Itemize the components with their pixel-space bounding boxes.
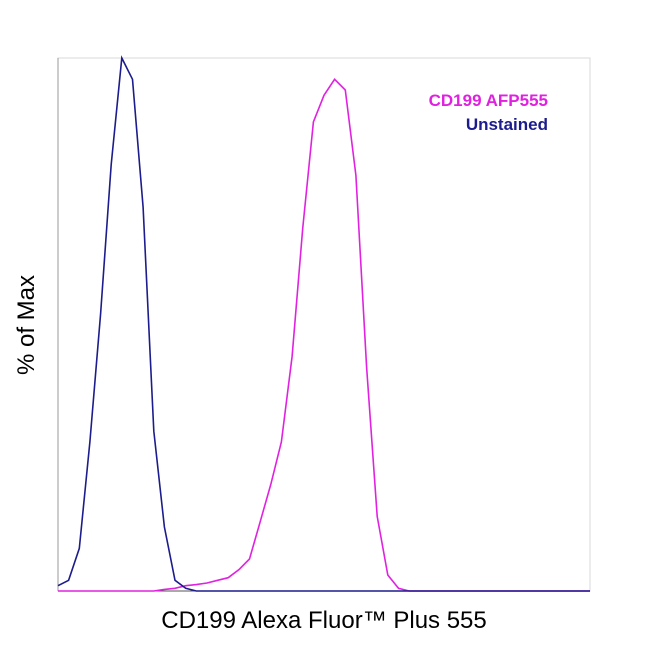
y-axis-label: % of Max [13,275,40,375]
series-line [58,78,590,592]
legend-entry: CD199 AFP555 [429,91,548,110]
legend-entry: Unstained [466,115,548,134]
series-line [57,55,590,592]
x-axis-label: CD199 Alexa Fluor™ Plus 555 [161,607,487,634]
